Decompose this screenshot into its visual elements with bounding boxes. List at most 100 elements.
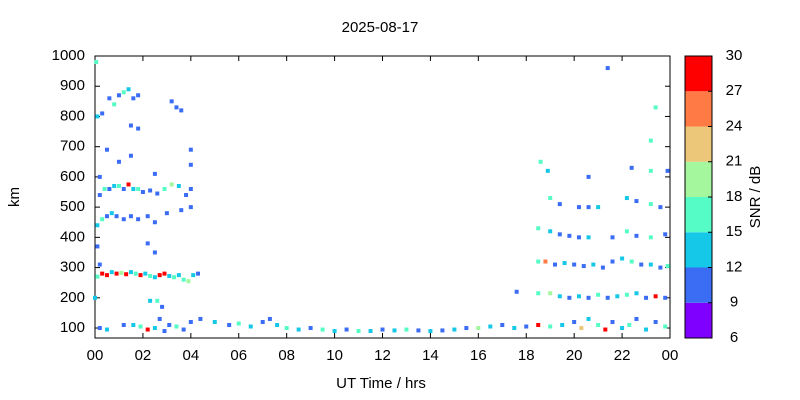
echo-point [308,326,313,331]
echo-point [126,87,131,92]
echo-point [603,327,608,332]
y-axis-label: km [6,187,23,207]
echo-point [140,190,145,195]
y-tick-label: 400 [60,228,85,245]
y-tick-label: 900 [60,77,85,94]
echo-point [476,326,481,331]
echo-point [248,324,253,329]
echo-point [236,321,241,326]
echo-point [624,196,629,201]
echo-point [536,226,541,231]
echo-point [131,96,136,101]
echo-point [131,186,136,191]
echo-point [107,96,112,101]
colorbar-tick-label: 27 [726,82,743,99]
echo-point [538,159,543,164]
y-tick-label: 1000 [52,47,85,64]
echo-point [95,114,100,119]
echo-point [368,329,373,334]
colorbar-label: SNR / dB [747,166,764,229]
echo-point [136,126,141,131]
echo-point [440,328,445,333]
colorbar-segment [685,126,712,162]
y-tick-label: 300 [60,259,85,276]
echo-point [116,159,121,164]
x-tick-label: 14 [422,347,439,364]
echo-point [545,168,550,173]
echo-point [95,274,100,279]
echo-point [267,316,272,321]
echo-point [596,323,601,328]
echo-point [579,326,584,331]
echo-point [109,270,114,275]
echo-point [663,324,668,329]
echo-point [131,323,136,328]
echo-point [653,105,658,110]
colorbar-tick-label: 21 [726,153,743,170]
echo-point [610,319,615,324]
echo-point [138,324,143,329]
echo-point [627,323,632,328]
echo-point [136,217,141,222]
echo-point [191,273,196,278]
echo-point [133,271,138,276]
echo-point [416,328,421,333]
echo-point [167,323,172,328]
x-tick-label: 16 [470,347,487,364]
chart-title: 2025-08-17 [342,19,419,36]
colorbar-tick-label: 24 [726,117,743,134]
echo-point [136,93,141,98]
echo-point [634,199,639,204]
echo-point [155,298,160,303]
echo-point [97,193,102,198]
echo-point [644,295,649,300]
echo-point [284,326,289,331]
echo-point [95,244,100,249]
echo-point [126,182,131,187]
colorbar-tick-label: 30 [726,47,743,64]
echo-point [576,235,581,240]
echo-point [610,235,615,240]
echo-point [188,147,193,152]
colorbar-segment [685,197,712,233]
echo-point [145,241,150,246]
echo-point [464,326,469,331]
colorbar-tick-label: 15 [726,223,743,240]
echo-point [634,316,639,321]
echo-point [174,324,179,329]
echo-point [112,183,117,188]
echo-point [567,233,572,238]
echo-point [596,205,601,210]
echo-point [164,211,169,216]
echo-point [148,298,153,303]
echo-point [145,214,150,219]
echo-point [615,294,620,299]
echo-point [97,262,102,267]
echo-point [557,294,562,299]
echo-point [620,326,625,331]
echo-point [665,264,670,269]
echo-point [176,183,181,188]
echo-point [181,327,186,332]
echo-point [665,168,670,173]
echo-point [169,182,174,187]
echo-point [620,256,625,261]
echo-point [94,60,99,65]
colorbar-tick-label: 6 [730,329,738,346]
echo-point [188,205,193,210]
echo-point [145,327,150,332]
echo-point [102,186,107,191]
echo-point [572,319,577,324]
echo-point [639,262,644,267]
echo-point [188,162,193,167]
echo-point [648,168,653,173]
echo-point [562,261,567,266]
echo-point [162,271,167,276]
echo-point [162,186,167,191]
echo-point [624,292,629,297]
echo-point [581,264,586,269]
colorbar-tick-label: 12 [726,258,743,275]
colorbar-segment [685,232,712,268]
echo-point [97,174,102,179]
echo-point [557,202,562,207]
